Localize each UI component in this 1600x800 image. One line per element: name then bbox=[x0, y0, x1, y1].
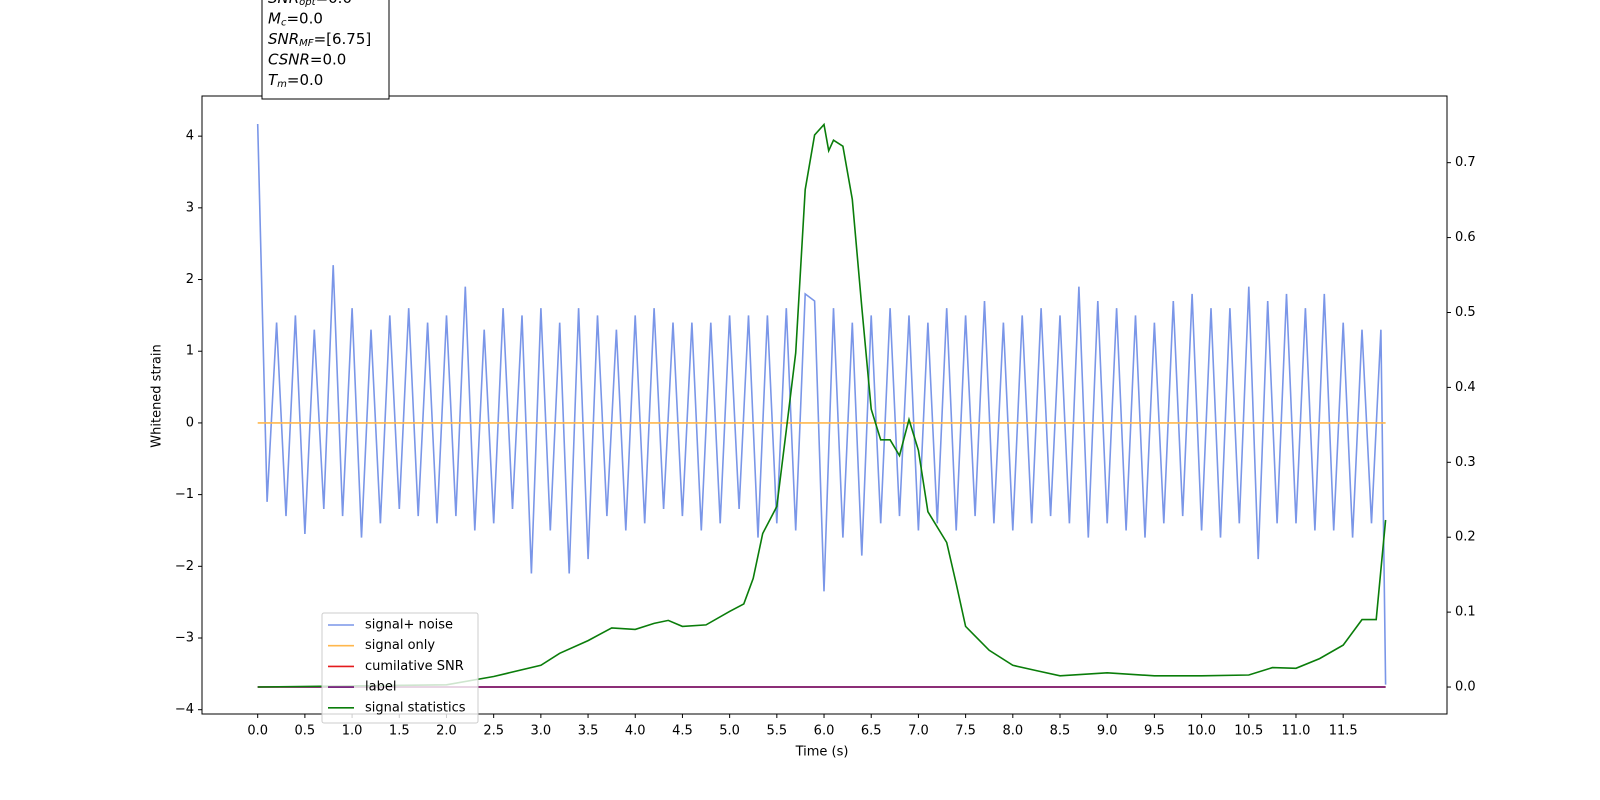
x-tick-label: 3.0 bbox=[531, 724, 552, 739]
y-tick-label: 0 bbox=[186, 415, 194, 430]
x-tick-label: 7.5 bbox=[955, 724, 976, 739]
x-tick-label: 6.5 bbox=[861, 724, 882, 739]
y2-tick-label: 0.6 bbox=[1455, 230, 1476, 245]
x-tick-label: 1.0 bbox=[342, 724, 363, 739]
legend-label: cumilative SNR bbox=[365, 659, 464, 674]
y-tick-label: −2 bbox=[175, 559, 194, 574]
legend-label: signal statistics bbox=[365, 700, 466, 715]
annotation-text: =0.0 bbox=[286, 9, 322, 27]
annotation-symbol: T bbox=[268, 71, 279, 89]
annotation-text: =0.0 bbox=[316, 0, 352, 7]
x-tick-label: 8.5 bbox=[1050, 724, 1071, 739]
x-tick-label: 4.5 bbox=[672, 724, 693, 739]
x-tick-label: 2.0 bbox=[436, 724, 457, 739]
x-tick-label: 5.0 bbox=[719, 724, 740, 739]
legend-box bbox=[321, 612, 479, 724]
x-tick-label: 10.5 bbox=[1234, 724, 1263, 739]
annotation-sub: m bbox=[277, 79, 287, 90]
annotation-text: =0.0 bbox=[310, 50, 346, 68]
annotation-symbol: SNR bbox=[268, 0, 299, 7]
x-tick-label: 3.5 bbox=[578, 724, 599, 739]
annotation-sub: MF bbox=[299, 38, 314, 49]
y-tick-label: −1 bbox=[175, 487, 194, 502]
legend: signal+ noise signal only cumilative SNR la… bbox=[321, 612, 479, 724]
y-tick-label: 2 bbox=[186, 272, 194, 287]
x-tick-label: 9.5 bbox=[1144, 724, 1165, 739]
annotation-sub: c bbox=[281, 18, 287, 29]
annotation: SNRopt=0.0 bbox=[268, 0, 352, 8]
x-tick-label: 1.5 bbox=[389, 724, 410, 739]
y2-tick-label: 0.7 bbox=[1455, 155, 1476, 170]
x-tick-label: 11.5 bbox=[1329, 724, 1358, 739]
y-axis-label: Whitened strain bbox=[150, 344, 165, 447]
x-tick-label: 0.5 bbox=[295, 724, 316, 739]
annotation-symbol: M bbox=[268, 9, 281, 27]
x-tick-label: 4.0 bbox=[625, 724, 646, 739]
y2-tick-label: 0.3 bbox=[1455, 455, 1476, 470]
x-tick-label: 6.0 bbox=[814, 724, 835, 739]
annotation: CSNR=0.0 bbox=[268, 50, 346, 68]
y-tick-label: −4 bbox=[175, 702, 194, 717]
annotation-box bbox=[261, 0, 390, 100]
x-tick-label: 8.0 bbox=[1002, 724, 1023, 739]
y2-tick-label: 0.5 bbox=[1455, 305, 1476, 320]
annotation-text: =[6.75] bbox=[314, 30, 372, 48]
y-tick-label: −3 bbox=[175, 631, 194, 646]
y2-tick-label: 0.4 bbox=[1455, 380, 1476, 395]
y-tick-label: 1 bbox=[186, 344, 194, 359]
annotation: Tm=0.0 bbox=[268, 71, 323, 91]
legend-label: signal+ noise bbox=[365, 618, 453, 633]
annotation-text: =0.0 bbox=[287, 71, 323, 89]
y2-tick-label: 0.2 bbox=[1455, 530, 1476, 545]
x-tick-label: 0.0 bbox=[247, 724, 268, 739]
y-tick-label: 3 bbox=[186, 200, 194, 215]
annotation-symbol: CSNR bbox=[268, 50, 310, 68]
x-axis-label: Time (s) bbox=[795, 745, 849, 760]
annotation: Mc=0.0 bbox=[268, 9, 323, 29]
x-tick-label: 2.5 bbox=[483, 724, 504, 739]
legend-label: label bbox=[365, 680, 396, 695]
x-tick-label: 11.0 bbox=[1281, 724, 1310, 739]
series-line bbox=[257, 122, 1387, 688]
x-tick-label: 9.0 bbox=[1097, 724, 1118, 739]
annotation-symbol: SNR bbox=[268, 30, 299, 48]
y2-tick-label: 0.1 bbox=[1455, 605, 1476, 620]
x-tick-label: 7.0 bbox=[908, 724, 929, 739]
series-line bbox=[256, 123, 1387, 685]
y-tick-label: 4 bbox=[186, 129, 194, 144]
annotation: SNRMF=[6.75] bbox=[268, 30, 371, 50]
x-tick-label: 10.0 bbox=[1187, 724, 1216, 739]
annotation-sub: opt bbox=[299, 0, 316, 8]
legend-label: signal only bbox=[365, 638, 435, 653]
x-tick-label: 5.5 bbox=[766, 724, 787, 739]
y2-tick-label: 0.0 bbox=[1455, 680, 1476, 695]
